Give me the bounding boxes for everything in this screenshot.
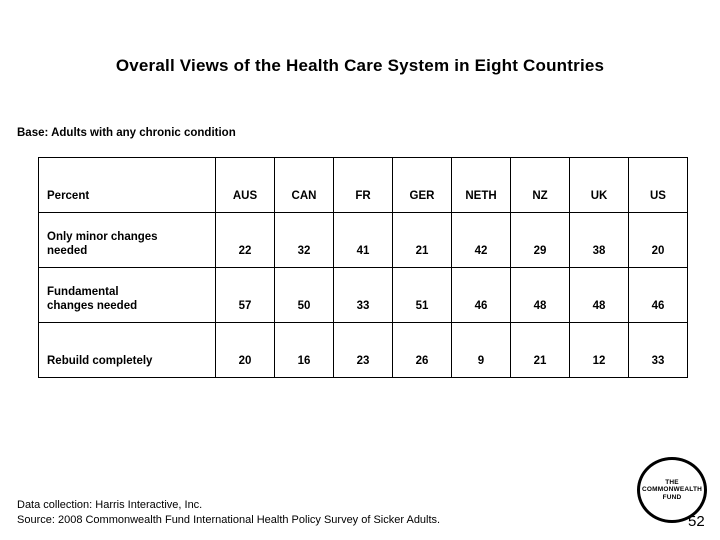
row-label: Only minor changes needed [38, 212, 216, 268]
table-cell: 20 [628, 212, 688, 268]
table-row-minor-changes: Only minor changes needed 22 32 41 21 42… [38, 212, 688, 268]
page-number: 52 [688, 513, 705, 530]
row-label: Fundamental changes needed [38, 267, 216, 323]
table-cell: 41 [333, 212, 393, 268]
table-cell: 16 [274, 322, 334, 378]
slide-title: Overall Views of the Health Care System … [115, 56, 605, 75]
table-cell: 21 [510, 322, 570, 378]
table-cell: 32 [274, 212, 334, 268]
table-cell: 57 [215, 267, 275, 323]
commonwealth-fund-logo-text: THE COMMONWEALTH FUND [642, 479, 702, 502]
table-cell: 48 [510, 267, 570, 323]
table-header-row: Percent AUS CAN FR GER NETH NZ UK US [38, 157, 688, 213]
table-cell: 21 [392, 212, 452, 268]
column-header-uk: UK [569, 157, 629, 213]
table-cell: 22 [215, 212, 275, 268]
table-cell: 46 [628, 267, 688, 323]
table-cell: 33 [333, 267, 393, 323]
column-header-aus: AUS [215, 157, 275, 213]
column-header-can: CAN [274, 157, 334, 213]
column-header-ger: GER [392, 157, 452, 213]
table-row-fundamental-changes: Fundamental changes needed 57 50 33 51 4… [38, 267, 688, 323]
table-cell: 29 [510, 212, 570, 268]
table-cell: 38 [569, 212, 629, 268]
data-table: Percent AUS CAN FR GER NETH NZ UK US Onl… [38, 157, 688, 378]
footer: Data collection: Harris Interactive, Inc… [17, 498, 440, 527]
table-cell: 20 [215, 322, 275, 378]
column-header-fr: FR [333, 157, 393, 213]
column-header-neth: NETH [451, 157, 511, 213]
table-cell: 51 [392, 267, 452, 323]
table-cell: 23 [333, 322, 393, 378]
table-cell: 48 [569, 267, 629, 323]
table-cell: 46 [451, 267, 511, 323]
table-row-rebuild-completely: Rebuild completely 20 16 23 26 9 21 12 3… [38, 322, 688, 378]
footer-data-collection: Data collection: Harris Interactive, Inc… [17, 499, 203, 511]
base-note: Base: Adults with any chronic condition [17, 127, 236, 139]
commonwealth-fund-logo: THE COMMONWEALTH FUND [637, 457, 707, 523]
logo-line-1: THE [665, 478, 679, 486]
logo-line-2: COMMONWEALTH [641, 486, 703, 494]
column-header-percent: Percent [38, 157, 216, 213]
table-cell: 26 [392, 322, 452, 378]
logo-line-3: FUND [662, 493, 682, 501]
table-cell: 33 [628, 322, 688, 378]
table-cell: 9 [451, 322, 511, 378]
footer-source: Source: 2008 Commonwealth Fund Internati… [17, 513, 441, 526]
table-cell: 12 [569, 322, 629, 378]
table-cell: 50 [274, 267, 334, 323]
column-header-nz: NZ [510, 157, 570, 213]
row-label: Rebuild completely [38, 322, 216, 378]
table-cell: 42 [451, 212, 511, 268]
column-header-us: US [628, 157, 688, 213]
